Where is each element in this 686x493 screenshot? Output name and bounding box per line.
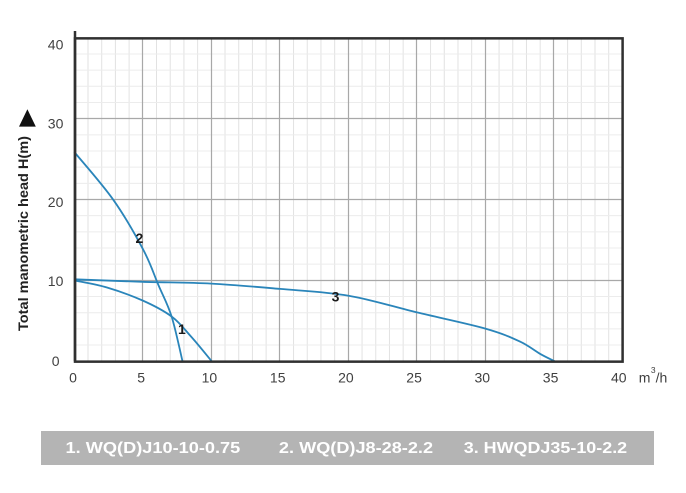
svg-text:25: 25 <box>406 369 422 385</box>
svg-text:0: 0 <box>69 369 77 385</box>
svg-text:/h: /h <box>656 369 668 385</box>
svg-text:3: 3 <box>332 289 340 305</box>
svg-text:30: 30 <box>475 369 491 385</box>
svg-text:30: 30 <box>48 115 64 131</box>
svg-text:20: 20 <box>338 369 354 385</box>
svg-text:2. WQ(D)J8-28-2.2: 2. WQ(D)J8-28-2.2 <box>279 440 433 457</box>
svg-text:0: 0 <box>52 353 60 369</box>
svg-text:35: 35 <box>543 369 559 385</box>
svg-text:20: 20 <box>48 194 64 210</box>
svg-text:m: m <box>639 369 651 385</box>
svg-text:3. HWQDJ35-10-2.2: 3. HWQDJ35-10-2.2 <box>464 440 628 457</box>
svg-text:Total manometric head H(m): Total manometric head H(m) <box>15 136 31 331</box>
svg-text:3: 3 <box>651 365 656 375</box>
svg-text:1: 1 <box>178 321 186 337</box>
svg-text:40: 40 <box>611 369 627 385</box>
svg-text:40: 40 <box>48 37 64 53</box>
svg-text:10: 10 <box>202 369 218 385</box>
svg-text:10: 10 <box>48 273 64 289</box>
svg-text:5: 5 <box>137 369 145 385</box>
svg-text:2: 2 <box>136 230 144 246</box>
svg-text:1. WQ(D)J10-10-0.75: 1. WQ(D)J10-10-0.75 <box>66 440 241 457</box>
svg-text:15: 15 <box>270 369 286 385</box>
